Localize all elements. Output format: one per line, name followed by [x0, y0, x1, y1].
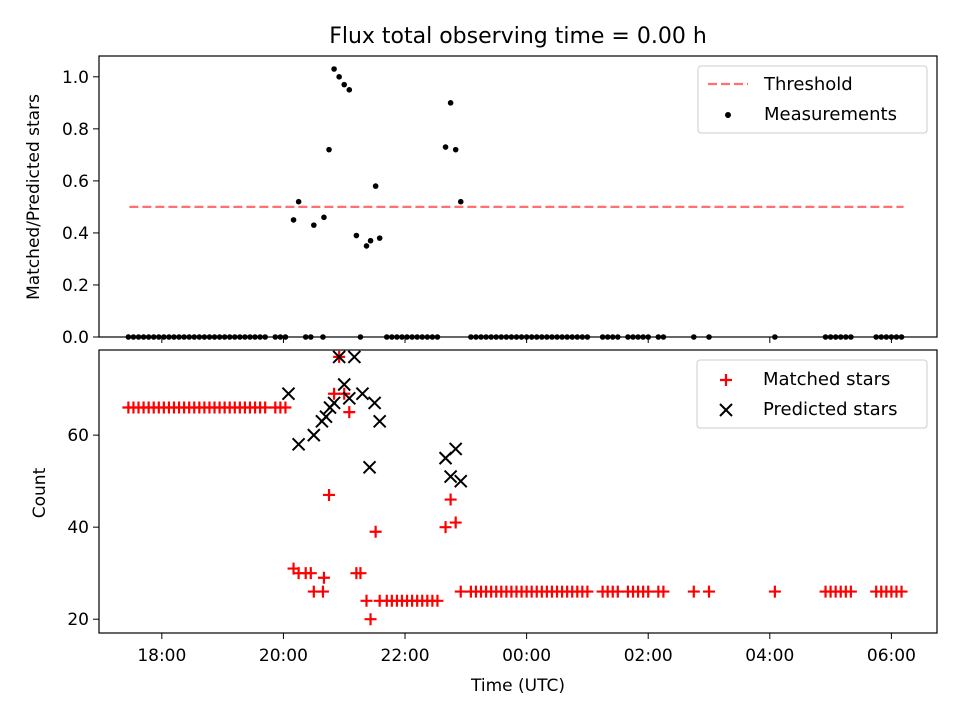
top-legend: Threshold Measurements — [697, 65, 928, 134]
legend-matched-label: Matched stars — [763, 369, 890, 390]
matched-star-point — [328, 387, 341, 400]
matched-star-point — [369, 525, 382, 538]
predicted-star-point — [362, 460, 377, 475]
top-y-tick-label: 0.8 — [62, 120, 89, 140]
measurement-point — [295, 198, 302, 205]
top-panel: 0.0 0.2 0.4 0.6 0.8 1.0 Matched/Predicted sta… — [24, 55, 938, 348]
measurement-point — [341, 81, 348, 88]
measurement-point — [457, 198, 464, 205]
top-y-tick-label: 1.0 — [62, 68, 89, 88]
predicted-star-point — [367, 396, 382, 410]
measurement-point — [331, 66, 337, 72]
measurement-point — [447, 100, 454, 106]
measurement-point — [336, 74, 342, 80]
matched-star-point — [279, 401, 292, 414]
predicted-star-point — [443, 469, 458, 484]
bottom-data-marks — [122, 350, 908, 626]
legend-predicted-label: Predicted stars — [763, 399, 897, 420]
legend-predicted-swatch — [719, 403, 733, 417]
measurement-point — [353, 232, 360, 239]
predicted-star-point — [342, 391, 356, 406]
matched-star-point — [317, 571, 330, 584]
matched-star-point — [642, 585, 655, 598]
top-axis-ticks: 0.0 0.2 0.4 0.6 0.8 1.0 — [62, 68, 892, 348]
measurement-point — [321, 214, 327, 221]
x-axis-label: Time (UTC) — [470, 676, 565, 696]
x-tick-label: 00:00 — [502, 646, 551, 666]
matched-star-point — [354, 567, 367, 580]
measurement-point — [311, 222, 317, 228]
measurement-point — [326, 146, 332, 153]
matched-star-point — [323, 488, 336, 501]
matched-star-point — [657, 585, 670, 598]
matched-star-point — [687, 585, 700, 598]
predicted-star-point — [307, 428, 321, 442]
matched-star-point — [259, 401, 272, 414]
chart-title: Flux total observing time = 0.00 h — [329, 24, 707, 49]
matched-star-point — [364, 613, 377, 626]
top-y-tick-label: 0.4 — [62, 224, 89, 244]
matched-star-point — [611, 585, 624, 598]
matched-star-point — [449, 516, 462, 529]
predicted-star-point — [372, 414, 387, 429]
measurement-point — [346, 87, 353, 93]
x-tick-label: 06:00 — [867, 646, 916, 666]
predicted-star-point — [355, 387, 370, 401]
matched-star-point — [768, 585, 781, 598]
bottom-legend-box — [696, 359, 928, 429]
bottom-y-tick-label: 40 — [67, 518, 89, 538]
predicted-star-point — [291, 437, 306, 452]
x-tick-label: 04:00 — [745, 646, 794, 666]
top-legend-box — [697, 65, 928, 134]
matched-star-point — [431, 594, 444, 607]
predicted-star-point — [448, 442, 463, 456]
predicted-star-point — [281, 387, 296, 401]
bottom-y-axis-label: Count — [30, 467, 50, 518]
legend-matched-swatch — [720, 374, 732, 386]
bottom-y-tick-label: 60 — [67, 426, 89, 446]
matched-star-point — [454, 585, 467, 598]
predicted-star-point — [454, 474, 468, 488]
matched-star-point — [360, 594, 373, 607]
predicted-star-point — [347, 350, 362, 364]
x-tick-label: 20:00 — [259, 646, 308, 666]
bottom-y-tick-label: 20 — [67, 610, 89, 630]
matched-star-point — [703, 585, 716, 598]
x-tick-label: 18:00 — [137, 646, 186, 666]
top-y-tick-label: 0.2 — [62, 276, 89, 296]
matched-star-point — [316, 585, 329, 598]
legend-threshold-label: Threshold — [763, 74, 853, 95]
measurement-point — [442, 144, 449, 150]
predicted-star-point — [332, 350, 346, 364]
bottom-panel: 20 40 60 18:00 20:00 22:00 00:00 02:00 04:00 06:0… — [30, 349, 938, 696]
measurement-point — [376, 235, 383, 241]
measurement-point — [290, 217, 297, 223]
predicted-star-point — [319, 410, 333, 424]
matched-star-point — [444, 493, 457, 506]
measurement-point — [452, 146, 459, 153]
measurement-point — [367, 237, 374, 244]
predicted-star-point — [327, 396, 341, 410]
bottom-plot-frame — [98, 349, 938, 634]
matched-star-point — [343, 406, 356, 419]
matched-star-point — [439, 521, 452, 534]
top-plot-frame — [98, 55, 938, 338]
top-y-tick-label: 0.0 — [62, 328, 89, 348]
x-tick-label: 22:00 — [381, 646, 430, 666]
legend-measurements-label: Measurements — [764, 104, 897, 125]
measurement-point — [363, 243, 370, 249]
bottom-axis-ticks: 20 40 60 18:00 20:00 22:00 00:00 02:00 04:00 06:0… — [67, 426, 916, 666]
matched-star-point — [581, 585, 594, 598]
bottom-legend: Matched stars Predicted stars — [696, 359, 928, 429]
top-y-tick-label: 0.6 — [62, 172, 89, 192]
top-y-axis-label: Matched/Predicted stars — [24, 94, 44, 300]
measurement-point — [372, 183, 379, 189]
legend-measurements-swatch — [725, 112, 731, 118]
x-tick-label: 02:00 — [624, 646, 673, 666]
matched-star-point — [304, 567, 317, 580]
predicted-star-point — [337, 377, 351, 392]
matched-star-point — [844, 585, 857, 598]
matched-star-point — [895, 585, 908, 598]
